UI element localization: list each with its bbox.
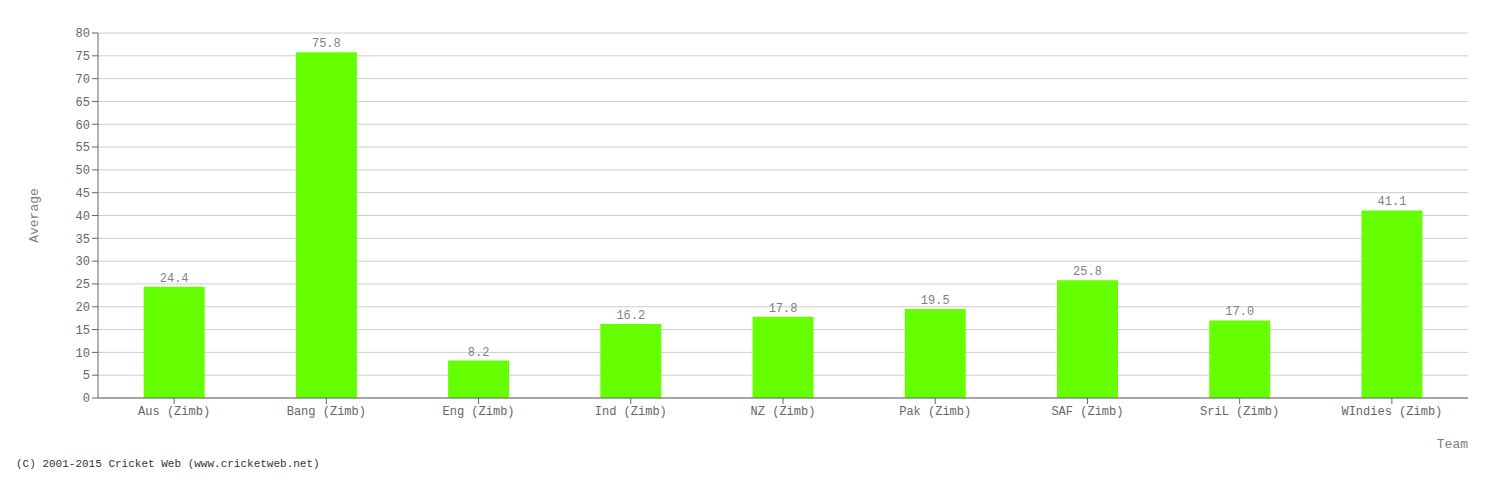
svg-text:30: 30 (76, 255, 90, 269)
svg-text:17.0: 17.0 (1225, 305, 1254, 319)
svg-text:WIndies (Zimb): WIndies (Zimb) (1341, 405, 1442, 419)
svg-text:50: 50 (76, 164, 90, 178)
svg-text:SAF (Zimb): SAF (Zimb) (1051, 405, 1123, 419)
svg-text:35: 35 (76, 233, 90, 247)
svg-text:20: 20 (76, 301, 90, 315)
svg-text:24.4: 24.4 (160, 272, 189, 286)
svg-text:Pak (Zimb): Pak (Zimb) (899, 405, 971, 419)
svg-text:55: 55 (76, 141, 90, 155)
svg-text:16.2: 16.2 (616, 309, 645, 323)
svg-text:Bang (Zimb): Bang (Zimb) (287, 405, 366, 419)
svg-text:25.8: 25.8 (1073, 265, 1102, 279)
svg-text:15: 15 (76, 324, 90, 338)
svg-text:5: 5 (83, 369, 90, 383)
svg-text:41.1: 41.1 (1378, 195, 1407, 209)
html-text:(C) 2001-2015 Cricket Web (www: (C) 2001-2015 Cricket Web (www.cricketwe… (16, 458, 320, 470)
svg-text:70: 70 (76, 73, 90, 87)
svg-text:SriL (Zimb): SriL (Zimb) (1200, 405, 1279, 419)
svg-text:Eng (Zimb): Eng (Zimb) (443, 405, 515, 419)
svg-text:17.8: 17.8 (769, 302, 798, 316)
svg-text:40: 40 (76, 210, 90, 224)
svg-text:75: 75 (76, 50, 90, 64)
svg-text:60: 60 (76, 119, 90, 133)
svg-text:Team: Team (1437, 437, 1468, 452)
svg-text:NZ (Zimb): NZ (Zimb) (751, 405, 816, 419)
svg-text:Average: Average (27, 188, 42, 243)
svg-text:45: 45 (76, 187, 90, 201)
svg-text:Ind (Zimb): Ind (Zimb) (595, 405, 667, 419)
svg-text:8.2: 8.2 (468, 346, 490, 360)
svg-text:80: 80 (76, 27, 90, 41)
svg-text:65: 65 (76, 96, 90, 110)
svg-text:75.8: 75.8 (312, 37, 341, 51)
svg-text:0: 0 (83, 392, 90, 406)
svg-text:19.5: 19.5 (921, 294, 950, 308)
svg-text:10: 10 (76, 347, 90, 361)
svg-text:Aus (Zimb): Aus (Zimb) (138, 405, 210, 419)
svg-text:25: 25 (76, 278, 90, 292)
